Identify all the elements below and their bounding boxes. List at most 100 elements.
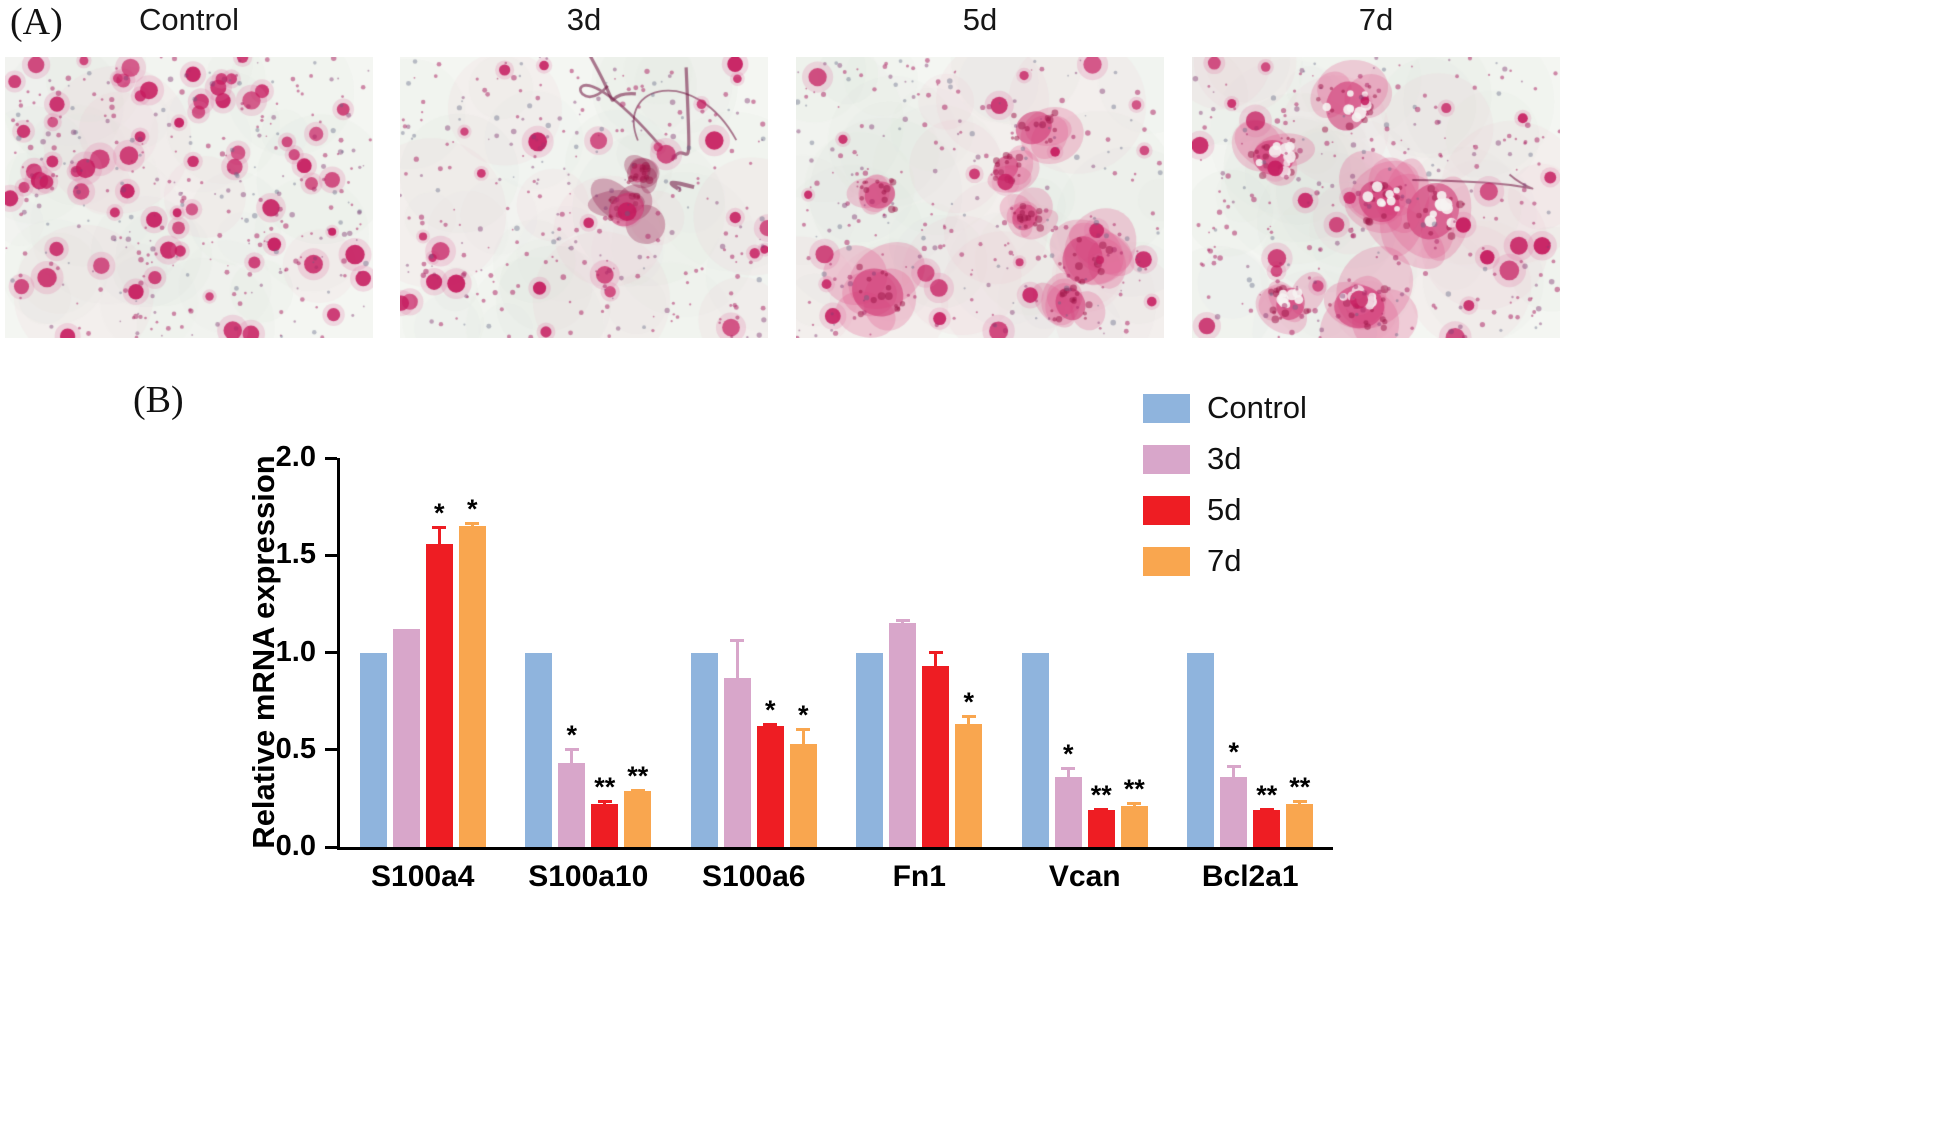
error-bar-cap [895,619,910,623]
micrograph-control [5,57,373,338]
significance-marker: * [764,694,776,725]
micrograph-title-7d: 7d [1358,2,1394,37]
x-category-label: S100a10 [528,860,649,893]
bar-Control-S100a4 [359,652,387,847]
error-bar [570,747,574,764]
x-category-label: Fn1 [892,860,946,893]
legend-swatch-5d [1143,495,1190,525]
bar-Control-Vcan [1021,652,1049,847]
legend-label: 3d [1207,441,1242,476]
significance-marker: ** [1123,774,1145,805]
y-tick [325,456,337,460]
significance-marker: ** [627,760,649,791]
y-tick [325,553,337,557]
significance-marker: ** [594,772,616,803]
bar-Control-S100a10 [525,652,553,847]
bar-3d-S100a10 [558,763,586,847]
legend-row: Control [1143,390,1307,426]
error-bar-cap [465,522,480,526]
micrograph-7d [1192,57,1560,338]
y-tick-label: 1.0 [275,635,316,668]
error-bar-cap [763,722,778,726]
x-category-label: Bcl2a1 [1201,860,1299,893]
error-bar-cap [564,747,579,751]
legend-swatch-Control [1143,393,1190,423]
micrograph-title-3d: 3d [566,2,602,37]
y-tick-label: 0.5 [275,732,316,765]
bar-5d-Vcan [1087,810,1115,847]
significance-marker: * [433,498,445,529]
bar-3d-Fn1 [889,623,917,847]
legend-label: Control [1207,390,1307,425]
significance-marker: ** [1090,780,1112,811]
significance-marker: * [797,700,809,731]
micrograph-5d [796,57,1164,338]
error-bar [735,638,739,678]
error-bar-cap [1127,802,1142,806]
bar-5d-Fn1 [922,666,950,847]
error-bar-cap [597,800,612,804]
bar-5d-S100a6 [756,726,784,847]
y-tick-label: 2.0 [275,441,316,473]
bar-3d-Bcl2a1 [1220,776,1248,847]
error-bar [1232,765,1236,777]
chart-legend: Control 3d 5d 7d [1143,390,1307,594]
micrograph-3d [400,57,768,338]
legend-label: 5d [1207,492,1242,527]
bar-7d-S100a4 [458,526,486,847]
bar-3d-S100a4 [392,629,420,847]
legend-row: 3d [1143,441,1307,477]
error-bar [437,526,441,544]
x-category-label: Vcan [1048,860,1121,893]
significance-marker: ** [1289,772,1311,803]
error-bar [934,650,938,667]
plot-area: 0.0 0.5 1.0 1.5 2.0 S100a4 * * S100a10 * ** ** S100a… [276,441,1333,893]
x-category-label: S100a6 [702,860,806,893]
bar-7d-S100a6 [789,743,817,847]
bar-5d-S100a4 [425,543,453,847]
legend-label: 7d [1207,543,1242,578]
y-tick [325,748,337,752]
significance-marker: * [566,719,577,750]
y-tick [325,651,337,654]
error-bar-cap [928,650,943,654]
bar-7d-Vcan [1120,806,1148,847]
bar-Control-Bcl2a1 [1187,652,1215,847]
bar-7d-Bcl2a1 [1286,804,1314,847]
panel-b-label: (B) [133,379,184,421]
significance-marker: * [963,686,974,717]
error-bar-cap [961,714,976,718]
bar-7d-Fn1 [955,724,983,847]
error-bar-cap [1292,800,1307,804]
bar-Control-Fn1 [856,652,884,847]
micrograph-title-5d: 5d [962,2,998,37]
error-bar-cap [1226,765,1241,769]
panel-a-label: (A) [10,1,63,43]
legend-swatch-3d [1143,444,1190,474]
legend-row: 7d [1143,543,1307,579]
bar-7d-S100a10 [624,790,652,847]
y-tick [325,845,337,849]
bar-5d-S100a10 [591,804,619,847]
bar-3d-S100a6 [723,677,751,847]
error-bar-cap [1259,808,1274,812]
x-category-label: S100a4 [371,860,475,893]
error-bar [1066,767,1070,777]
bar-3d-Vcan [1054,776,1082,847]
bar-Control-S100a6 [690,652,718,847]
legend-swatch-7d [1143,546,1190,576]
error-bar [801,728,805,744]
significance-marker: ** [1256,780,1278,811]
error-bar [967,714,971,725]
y-tick-label: 0.0 [275,830,316,862]
error-bar-cap [1061,767,1076,771]
significance-marker: * [1228,737,1239,768]
bar-5d-Bcl2a1 [1253,810,1281,847]
error-bar-cap [432,526,447,530]
legend-row: 5d [1143,492,1307,528]
error-bar-cap [1094,808,1109,812]
error-bar-cap [796,728,811,732]
significance-marker: * [1062,739,1074,770]
y-tick-label: 1.5 [275,538,316,571]
